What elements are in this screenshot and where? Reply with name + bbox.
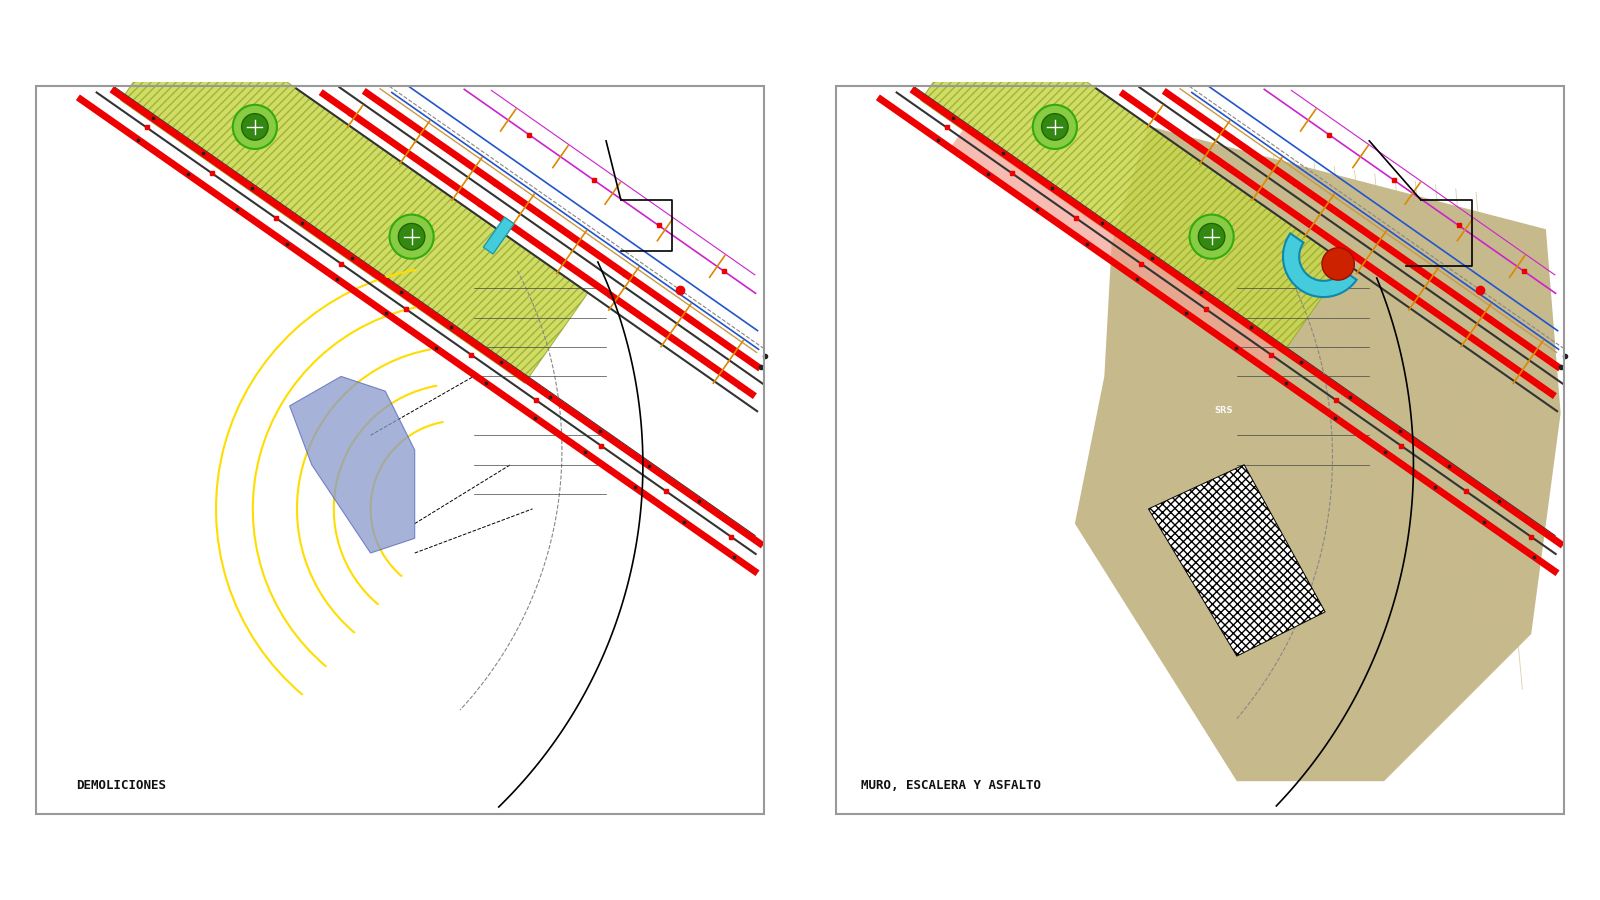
Circle shape (1198, 223, 1226, 250)
Circle shape (1032, 104, 1077, 149)
Polygon shape (1075, 126, 1560, 781)
Circle shape (1189, 214, 1234, 258)
Polygon shape (120, 10, 587, 383)
Polygon shape (1149, 464, 1325, 656)
Text: MURO, ESCALERA Y ASFALTO: MURO, ESCALERA Y ASFALTO (861, 778, 1042, 792)
Text: DEMOLICIONES: DEMOLICIONES (77, 778, 166, 792)
Circle shape (1042, 113, 1069, 140)
Circle shape (232, 104, 277, 149)
Polygon shape (920, 10, 1346, 354)
Polygon shape (950, 124, 1286, 372)
Circle shape (1322, 248, 1354, 280)
Bar (483, 217, 514, 254)
Text: SRS: SRS (1214, 406, 1234, 415)
Circle shape (389, 214, 434, 258)
Circle shape (398, 223, 426, 250)
Wedge shape (1283, 233, 1357, 297)
Polygon shape (290, 376, 414, 553)
Circle shape (242, 113, 269, 140)
